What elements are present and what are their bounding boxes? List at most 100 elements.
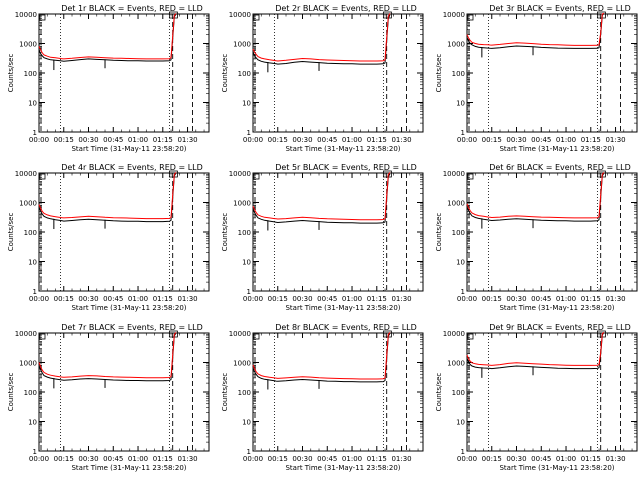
x-tick-label: 01:00 bbox=[342, 295, 362, 303]
y-tick-label: 10000 bbox=[443, 170, 465, 178]
x-tick-label: 01:15 bbox=[153, 295, 173, 303]
y-tick-label: 10 bbox=[28, 100, 37, 108]
x-tick-label: 01:15 bbox=[153, 136, 173, 144]
y-tick-label: 1 bbox=[247, 448, 251, 456]
x-tick-label: 01:30 bbox=[605, 455, 625, 463]
series-line-lld bbox=[38, 332, 177, 379]
panel-7: Det 7r BLACK = Events, RED = LLD 1 10 100 10… bbox=[7, 323, 210, 472]
x-tick-label: 01:30 bbox=[177, 136, 197, 144]
y-tick-label: 1000 bbox=[233, 41, 251, 49]
series-line-lld bbox=[38, 13, 177, 60]
x-tick-label: 00:45 bbox=[531, 136, 551, 144]
y-axis-label: Counts/sec bbox=[435, 54, 443, 93]
x-axis-label: Start Time (31-May-11 23:58:20) bbox=[285, 145, 400, 153]
x-tick-label: 01:30 bbox=[391, 295, 411, 303]
x-tick-label: 01:15 bbox=[367, 295, 387, 303]
x-tick-label: 01:30 bbox=[391, 455, 411, 463]
x-tick-label: 00:15 bbox=[268, 295, 288, 303]
series-line-events bbox=[252, 14, 391, 65]
panel-title: Det 5r BLACK = Events, RED = LLD bbox=[275, 163, 417, 172]
marker-box-left bbox=[467, 173, 474, 180]
x-tick-label: 01:30 bbox=[177, 455, 197, 463]
marker-box-left bbox=[39, 14, 46, 21]
y-tick-label: 1 bbox=[33, 129, 37, 137]
y-tick-label: 100 bbox=[238, 389, 251, 397]
panel-title: Det 4r BLACK = Events, RED = LLD bbox=[61, 163, 203, 172]
plot-frame bbox=[252, 172, 424, 292]
panel-title: Det 1r BLACK = Events, RED = LLD bbox=[61, 4, 203, 13]
series-line-events bbox=[466, 332, 605, 370]
x-tick-label: 00:30 bbox=[78, 295, 98, 303]
plot-frame bbox=[466, 332, 638, 452]
panel-2: Det 2r BLACK = Events, RED = LLD 1 10 100 10… bbox=[221, 4, 424, 153]
x-axis-label: Start Time (31-May-11 23:58:20) bbox=[499, 304, 614, 312]
series-line-events bbox=[38, 332, 177, 382]
series-line-lld bbox=[38, 172, 177, 220]
marker-box-left bbox=[467, 14, 474, 21]
plot-frame bbox=[466, 172, 638, 292]
x-tick-label: 01:00 bbox=[556, 136, 576, 144]
y-tick-label: 100 bbox=[24, 389, 37, 397]
x-tick-label: 00:30 bbox=[506, 455, 526, 463]
x-tick-label: 00:15 bbox=[482, 136, 502, 144]
y-tick-label: 10 bbox=[242, 100, 251, 108]
x-tick-label: 00:45 bbox=[317, 295, 337, 303]
y-tick-label: 10000 bbox=[229, 170, 251, 178]
x-tick-label: 01:00 bbox=[128, 295, 148, 303]
y-tick-label: 10 bbox=[242, 419, 251, 427]
x-axis-label: Start Time (31-May-11 23:58:20) bbox=[71, 464, 186, 472]
marker-box-left bbox=[39, 333, 46, 340]
x-axis-label: Start Time (31-May-11 23:58:20) bbox=[499, 464, 614, 472]
y-tick-label: 100 bbox=[452, 389, 465, 397]
x-tick-label: 01:15 bbox=[581, 455, 601, 463]
x-tick-label: 00:15 bbox=[482, 295, 502, 303]
y-tick-label: 1 bbox=[461, 448, 465, 456]
y-tick-label: 10000 bbox=[443, 330, 465, 338]
y-tick-label: 100 bbox=[238, 229, 251, 237]
x-tick-label: 01:00 bbox=[556, 295, 576, 303]
x-axis-label: Start Time (31-May-11 23:58:20) bbox=[499, 145, 614, 153]
x-tick-label: 00:45 bbox=[531, 455, 551, 463]
x-tick-label: 00:45 bbox=[103, 136, 123, 144]
series-line-lld bbox=[252, 332, 391, 380]
x-tick-label: 00:30 bbox=[292, 455, 312, 463]
panel-4: Det 4r BLACK = Events, RED = LLD 1 10 100 10… bbox=[7, 163, 210, 312]
marker-box-left bbox=[253, 173, 260, 180]
y-axis-label: Counts/sec bbox=[7, 54, 15, 93]
plot-frame bbox=[466, 13, 638, 133]
x-tick-label: 01:15 bbox=[581, 295, 601, 303]
panel-1: Det 1r BLACK = Events, RED = LLD 1 10 100 10… bbox=[7, 4, 210, 153]
y-tick-label: 100 bbox=[452, 70, 465, 78]
x-tick-label: 00:00 bbox=[243, 455, 263, 463]
x-tick-label: 01:30 bbox=[605, 295, 625, 303]
x-axis-label: Start Time (31-May-11 23:58:20) bbox=[285, 464, 400, 472]
x-tick-label: 01:00 bbox=[342, 455, 362, 463]
x-tick-label: 00:15 bbox=[268, 455, 288, 463]
plot-frame bbox=[252, 13, 424, 133]
x-tick-label: 00:00 bbox=[29, 295, 49, 303]
y-tick-label: 10000 bbox=[15, 330, 37, 338]
marker-box-left bbox=[253, 333, 260, 340]
y-axis-label: Counts/sec bbox=[221, 213, 229, 252]
series-line-lld bbox=[466, 172, 605, 219]
y-tick-label: 10 bbox=[456, 259, 465, 267]
x-axis-label: Start Time (31-May-11 23:58:20) bbox=[71, 304, 186, 312]
y-tick-label: 1 bbox=[461, 129, 465, 137]
y-tick-label: 1000 bbox=[447, 200, 465, 208]
x-tick-label: 01:00 bbox=[128, 455, 148, 463]
y-tick-label: 1000 bbox=[447, 41, 465, 49]
x-tick-label: 00:30 bbox=[292, 136, 312, 144]
series-line-events bbox=[38, 13, 177, 62]
plot-frame bbox=[38, 332, 210, 452]
y-tick-label: 1000 bbox=[233, 360, 251, 368]
x-tick-label: 00:30 bbox=[506, 136, 526, 144]
x-tick-label: 01:30 bbox=[391, 136, 411, 144]
x-tick-label: 00:00 bbox=[243, 295, 263, 303]
x-tick-label: 00:00 bbox=[29, 455, 49, 463]
x-tick-label: 01:15 bbox=[367, 455, 387, 463]
plot-frame bbox=[252, 332, 424, 452]
series-line-events bbox=[252, 333, 391, 383]
y-tick-label: 1 bbox=[247, 288, 251, 296]
x-tick-label: 00:30 bbox=[78, 136, 98, 144]
